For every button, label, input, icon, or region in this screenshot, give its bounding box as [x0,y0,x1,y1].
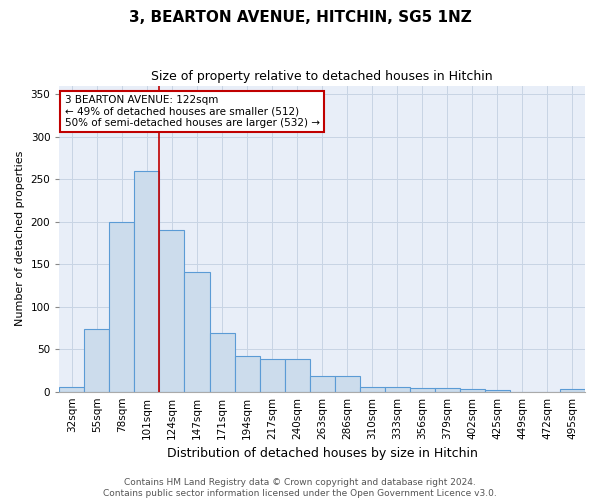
Bar [134,170,160,392]
Bar [485,390,510,392]
Bar [385,386,410,392]
Bar [260,358,284,392]
Text: 3, BEARTON AVENUE, HITCHIN, SG5 1NZ: 3, BEARTON AVENUE, HITCHIN, SG5 1NZ [128,10,472,25]
Title: Size of property relative to detached houses in Hitchin: Size of property relative to detached ho… [151,70,493,83]
Bar [235,356,260,392]
Bar [335,376,360,392]
Bar [410,388,435,392]
Bar [184,272,209,392]
Text: 3 BEARTON AVENUE: 122sqm
← 49% of detached houses are smaller (512)
50% of semi-: 3 BEARTON AVENUE: 122sqm ← 49% of detach… [65,94,320,128]
Bar [209,333,235,392]
X-axis label: Distribution of detached houses by size in Hitchin: Distribution of detached houses by size … [167,447,478,460]
Bar [560,389,585,392]
Bar [160,230,184,392]
Bar [460,389,485,392]
Bar [284,358,310,392]
Y-axis label: Number of detached properties: Number of detached properties [15,151,25,326]
Bar [435,388,460,392]
Bar [59,386,85,392]
Bar [310,376,335,392]
Bar [360,386,385,392]
Bar [85,329,109,392]
Bar [109,222,134,392]
Text: Contains HM Land Registry data © Crown copyright and database right 2024.
Contai: Contains HM Land Registry data © Crown c… [103,478,497,498]
